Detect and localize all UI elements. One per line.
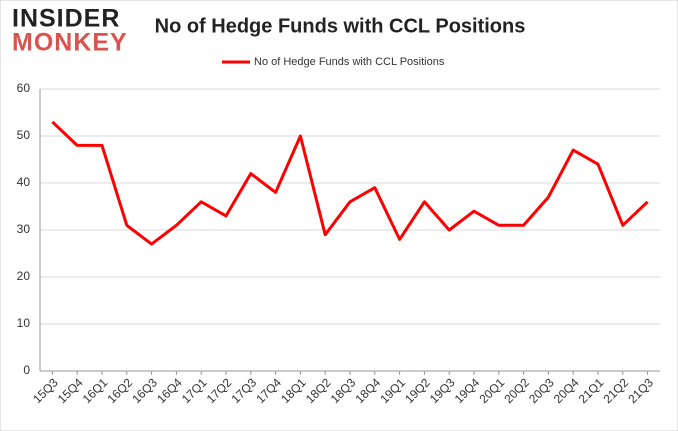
y-tick-label: 20 [17,269,31,283]
chart-title: No of Hedge Funds with CCL Positions [155,15,526,37]
logo-line1: INSIDER [12,5,120,33]
y-tick-label: 10 [17,316,31,330]
data-line [51,120,649,246]
y-tick-label: 40 [17,175,31,189]
y-tick-label: 0 [23,363,30,377]
y-tick-label: 50 [17,128,31,142]
logo-line2: MONKEY [12,29,128,57]
legend-label: No of Hedge Funds with CCL Positions [254,56,445,68]
y-tick-label: 60 [17,81,31,95]
y-tick-label: 30 [17,222,31,236]
